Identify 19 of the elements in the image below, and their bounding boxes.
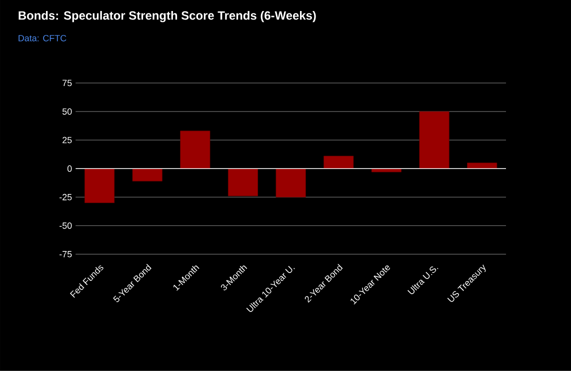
y-tick-label: -75 bbox=[60, 251, 72, 258]
bar bbox=[324, 156, 354, 169]
text: Data: CFTC bbox=[18, 35, 66, 42]
chart-title: Bonds: Speculator Strength Score Trends (6-Weeks) bbox=[18, 11, 316, 22]
y-tick-label: 75 bbox=[62, 80, 72, 86]
bar bbox=[84, 168, 115, 204]
y-tick-label: 25 bbox=[62, 136, 72, 144]
y-tick-label: -50 bbox=[60, 222, 72, 229]
y-tick-label: 50 bbox=[62, 108, 72, 115]
bar bbox=[228, 168, 258, 196]
y-tick-label: 0 bbox=[67, 166, 72, 172]
bar bbox=[132, 168, 162, 182]
y-tick-label: -25 bbox=[60, 194, 72, 200]
bar bbox=[276, 168, 306, 198]
bar bbox=[419, 111, 450, 169]
bar bbox=[371, 168, 402, 172]
x-tick-label: Ultra U.S. bbox=[408, 266, 438, 294]
bar bbox=[180, 130, 210, 169]
bar bbox=[467, 162, 498, 169]
